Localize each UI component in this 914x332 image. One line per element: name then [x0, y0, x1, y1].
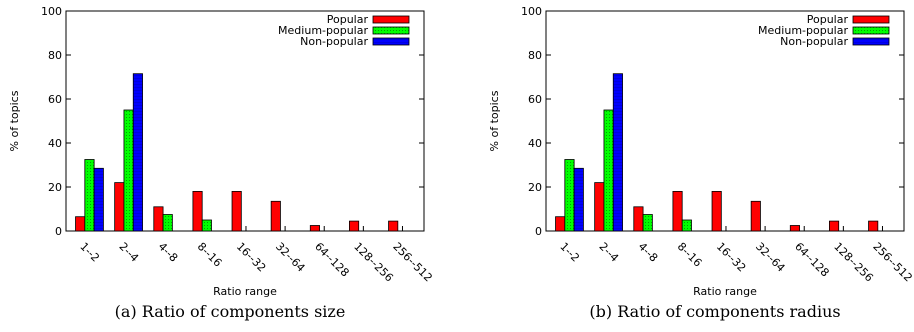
- legend-swatch: [852, 15, 890, 24]
- y-axis-label: % of topics: [488, 90, 501, 151]
- bar-popular-4: [231, 190, 242, 232]
- x-tick-label: 64--128: [792, 240, 832, 280]
- y-tick-label: 20: [48, 181, 62, 194]
- bar-popular-8: [868, 220, 879, 232]
- bar-popular-5: [270, 200, 281, 232]
- legend-swatch: [852, 26, 890, 35]
- y-tick-label: 100: [521, 5, 542, 18]
- legend-swatch: [372, 37, 410, 46]
- bar-popular-1: [114, 182, 125, 232]
- chart-panel-a: 0 20 40 60 80 100 % of topics 1--2 2--4 4--8 8--16…: [8, 5, 435, 298]
- y-tick-label: 20: [528, 181, 542, 194]
- plot-frame: [65, 10, 425, 232]
- bar-popular-2: [633, 206, 644, 232]
- bar-non-popular-0: [573, 167, 584, 232]
- legend-swatch: [852, 37, 890, 46]
- bar-non-popular-0: [93, 167, 104, 232]
- bar-medium-popular-3: [201, 219, 212, 232]
- y-tick-label: 60: [528, 93, 542, 106]
- x-tick-label: 1--2: [77, 240, 102, 265]
- y-tick-label: 100: [41, 5, 62, 18]
- bar-popular-7: [829, 220, 840, 232]
- x-axis-label: Ratio range: [693, 285, 757, 298]
- y-tick-label: 60: [48, 93, 62, 106]
- caption-b: (b) Ratio of components radius: [589, 302, 841, 321]
- caption-a: (a) Ratio of components size: [114, 302, 346, 321]
- bar-popular-8: [388, 220, 399, 232]
- legend-label: Non-popular: [780, 35, 848, 48]
- x-axis-label: Ratio range: [213, 285, 277, 298]
- y-tick-label: 80: [528, 49, 542, 62]
- x-tick-label: 4--8: [156, 240, 181, 265]
- bar-medium-popular-3: [681, 219, 692, 232]
- bar-popular-3: [672, 190, 683, 232]
- x-tick-label: 256--512: [390, 240, 435, 285]
- bar-medium-popular-0: [84, 159, 95, 232]
- x-tick-label: 1--2: [557, 240, 582, 265]
- bar-non-popular-1: [132, 73, 143, 232]
- bar-medium-popular-2: [642, 214, 653, 232]
- bar-popular-0: [75, 216, 86, 232]
- bar-popular-2: [153, 206, 164, 232]
- plot-frame: [545, 10, 905, 232]
- legend-label: Medium-popular: [278, 24, 368, 37]
- x-tick-label: 8--16: [195, 240, 225, 270]
- bar-medium-popular-1: [603, 109, 614, 232]
- y-tick-label: 80: [48, 49, 62, 62]
- legend-label: Popular: [327, 13, 369, 26]
- x-tick-label: 64--128: [312, 240, 352, 280]
- bar-popular-0: [555, 216, 566, 232]
- chart-panel-b: 0 20 40 60 80 100 % of topics 1--2 2--4 4--8 8--16…: [488, 5, 914, 298]
- x-tick-label: 4--8: [636, 240, 661, 265]
- y-tick-label: 0: [535, 225, 542, 238]
- legend-label: Popular: [807, 13, 849, 26]
- x-tick-label: 2--4: [596, 240, 621, 265]
- legend-label: Medium-popular: [758, 24, 848, 37]
- legend-swatch: [372, 15, 410, 24]
- x-tick-label: 16--32: [714, 240, 749, 275]
- x-tick-label: 256--512: [870, 240, 914, 285]
- bar-medium-popular-1: [123, 109, 134, 232]
- bar-popular-7: [349, 220, 360, 232]
- bar-popular-3: [192, 190, 203, 232]
- bar-medium-popular-2: [162, 214, 173, 232]
- y-tick-label: 40: [48, 137, 62, 150]
- bar-popular-4: [711, 190, 722, 232]
- x-tick-label: 32--64: [753, 240, 788, 275]
- bar-non-popular-1: [612, 73, 623, 232]
- x-tick-label: 2--4: [116, 240, 141, 265]
- y-tick-label: 40: [528, 137, 542, 150]
- y-tick-label: 0: [55, 225, 62, 238]
- x-tick-label: 8--16: [675, 240, 705, 270]
- x-tick-label: 32--64: [273, 240, 308, 275]
- legend-swatch: [372, 26, 410, 35]
- bar-popular-6: [309, 225, 320, 232]
- legend-label: Non-popular: [300, 35, 368, 48]
- bar-popular-5: [750, 200, 761, 232]
- x-tick-label: 128--256: [351, 240, 396, 285]
- x-tick-label: 128--256: [831, 240, 876, 285]
- x-tick-label: 16--32: [234, 240, 269, 275]
- bar-popular-6: [789, 225, 800, 232]
- bar-popular-1: [594, 182, 605, 232]
- y-axis-label: % of topics: [8, 90, 21, 151]
- bar-medium-popular-0: [564, 159, 575, 232]
